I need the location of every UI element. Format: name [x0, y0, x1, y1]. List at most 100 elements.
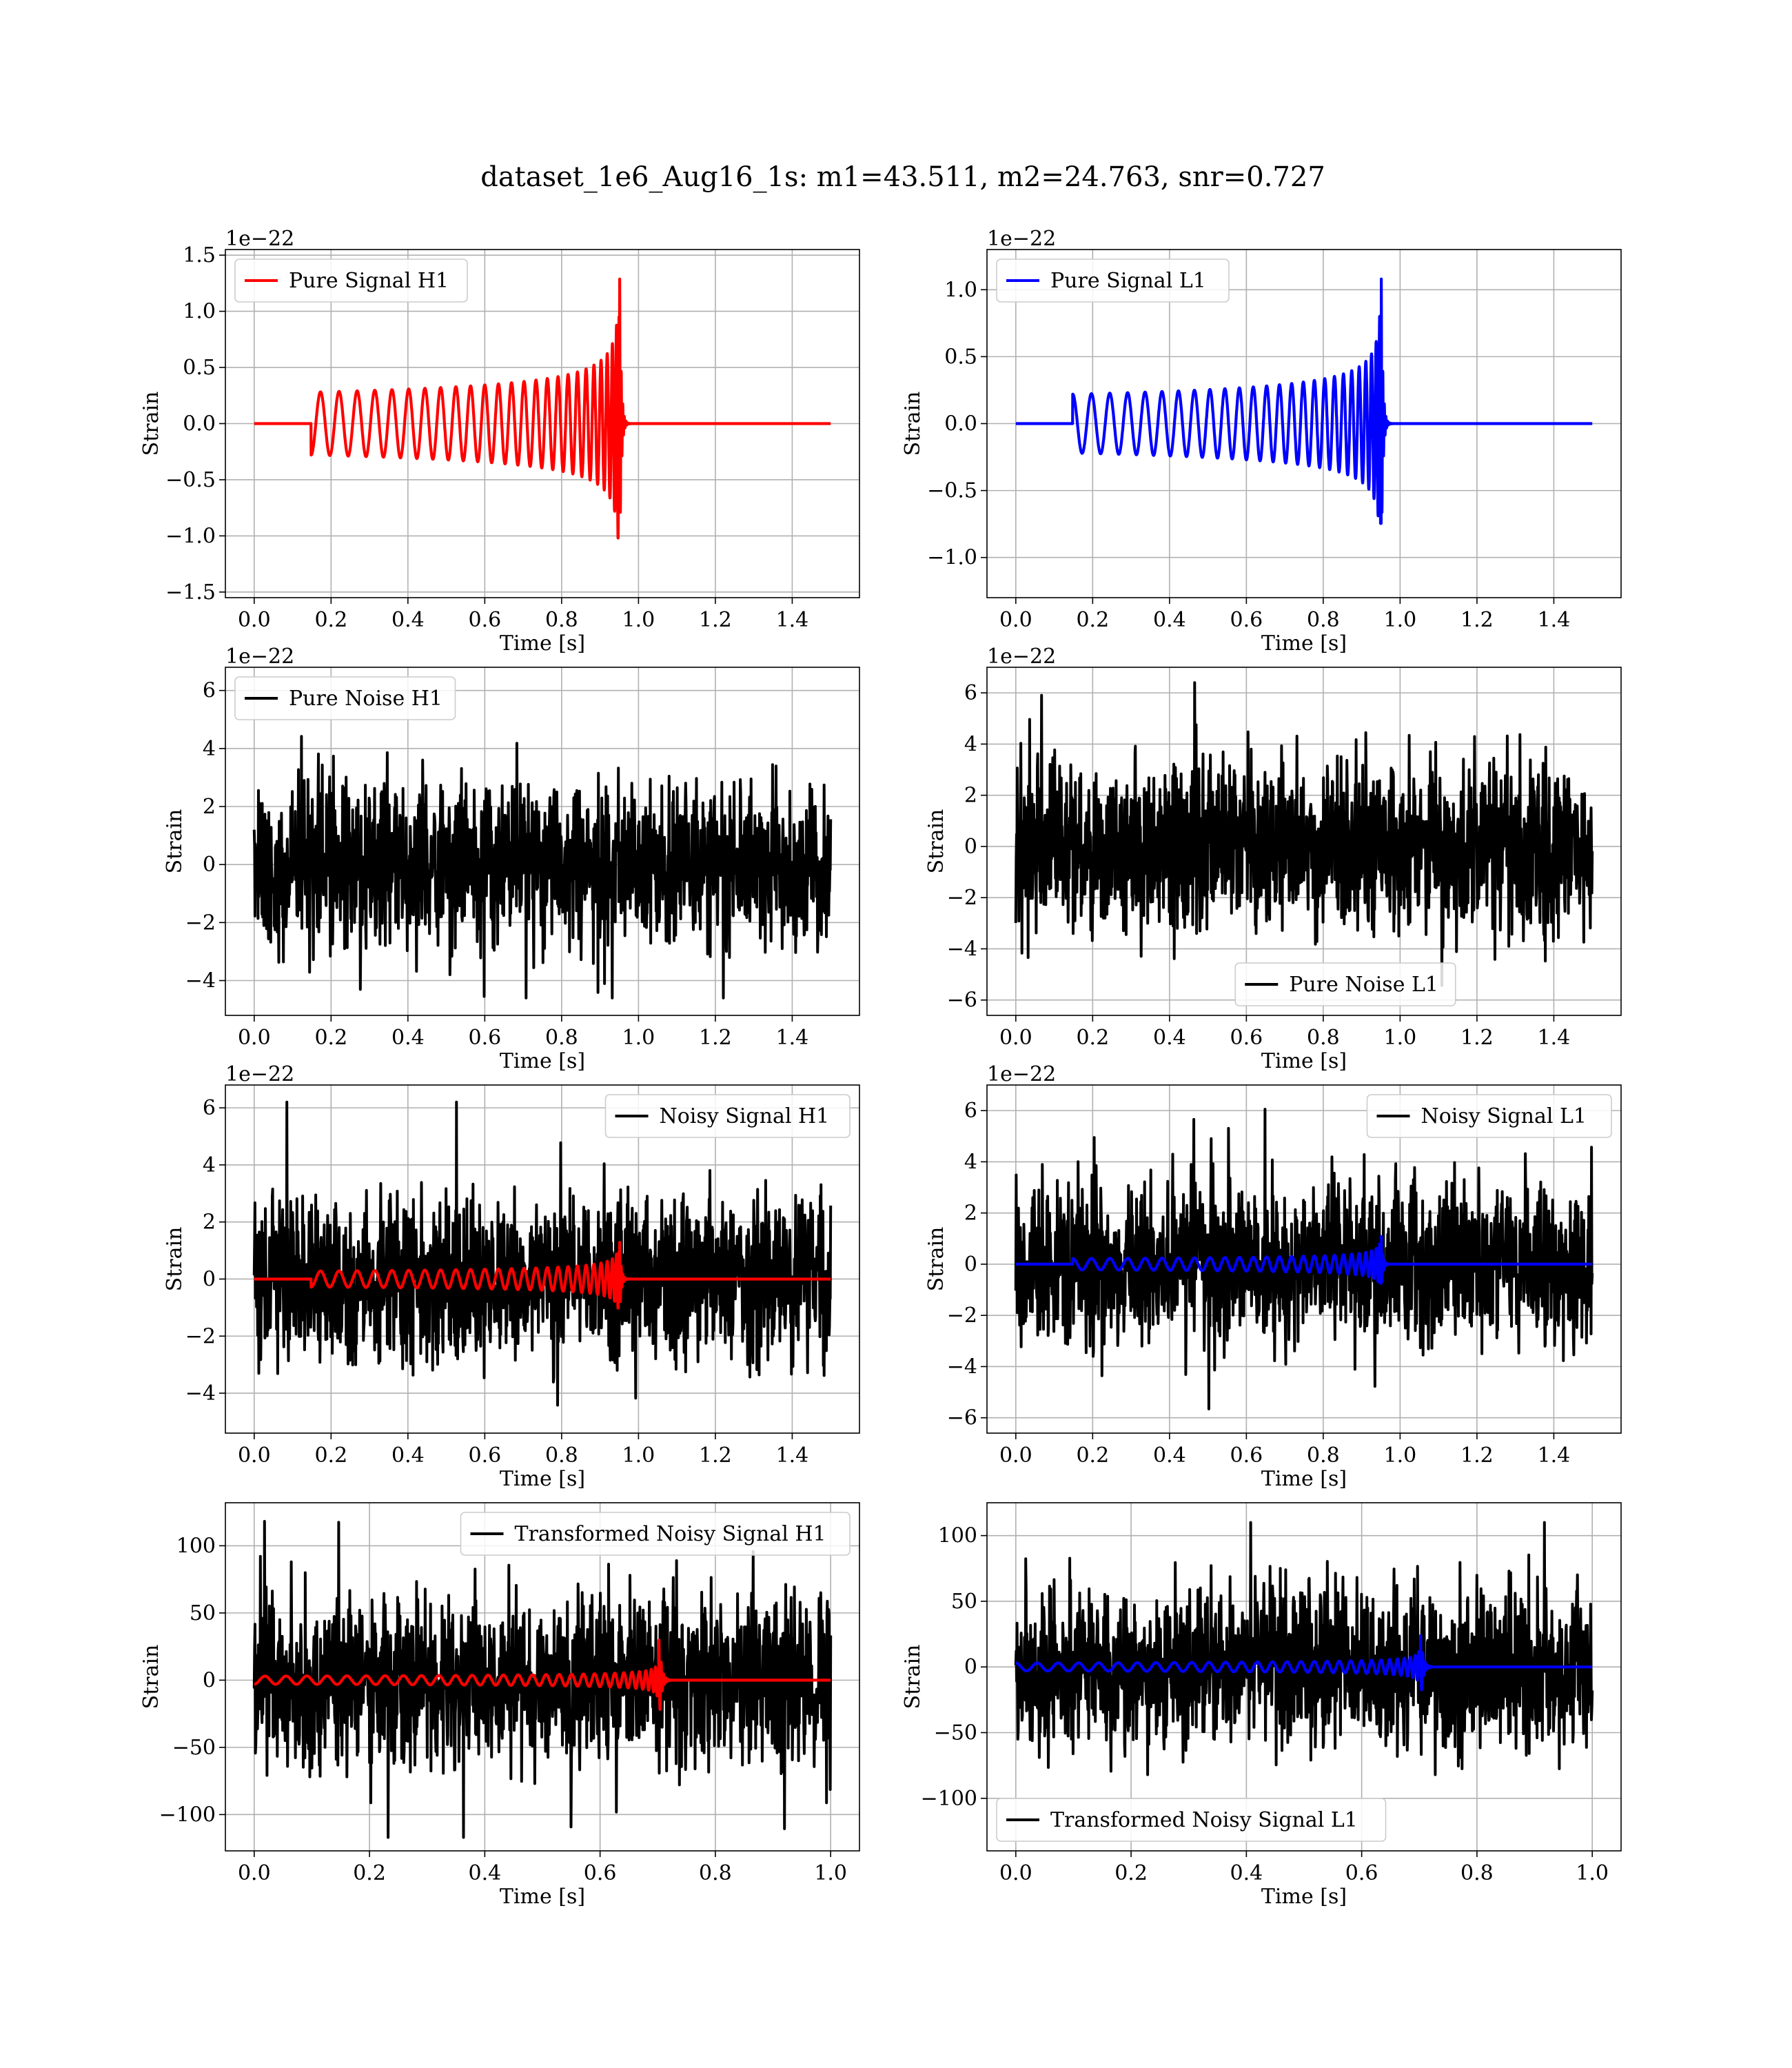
x-tick-label: 0.8 [1460, 1861, 1494, 1885]
legend-label: Transformed Noisy Signal L1 [1050, 1808, 1358, 1832]
legend-box [1366, 1094, 1612, 1138]
subplot-pure-noise-h1: 0.0 0.2 0.4 0.6 0.8 1.0 1.2 1.4 −4 −2 0 2 4 6 Time [s]… [163, 645, 860, 1073]
y-tick-label: −1.0 [165, 524, 216, 548]
y-tick-label: −4 [947, 937, 977, 961]
y-tick-label: 1.0 [944, 278, 977, 302]
series-group [252, 1100, 833, 1407]
y-tick-label: 4 [964, 732, 977, 756]
x-axis-label: Time [s] [500, 1049, 585, 1073]
y-axis-label: Strain [901, 1645, 925, 1710]
axes-frame [986, 667, 1622, 1016]
x-axis-label: Time [s] [500, 1467, 585, 1491]
transformed-noisy-signal-l1-line [1014, 1521, 1594, 1776]
legend-label: Transformed Noisy Signal H1 [515, 1522, 826, 1546]
series-group [1014, 277, 1594, 525]
series-group [252, 735, 833, 1000]
legend: Pure Signal H1 [234, 258, 468, 303]
x-tick-label: 1.4 [1538, 608, 1571, 632]
legend: Transformed Noisy Signal H1 [460, 1512, 851, 1556]
x-tick-label: 0.4 [1153, 1026, 1186, 1050]
x-tick-label: 1.0 [814, 1861, 847, 1885]
y-tick-label: −6 [947, 989, 977, 1013]
x-axis-label: Time [s] [1261, 1467, 1347, 1491]
x-tick-label: 0.8 [1307, 608, 1340, 632]
y-tick-label: 0.5 [183, 356, 216, 380]
y-tick-label: 0 [203, 1668, 216, 1692]
x-tick-label: 1.0 [1384, 608, 1417, 632]
legend: Pure Signal L1 [996, 258, 1230, 303]
x-tick-label: 0.8 [545, 608, 578, 632]
legend-box [234, 676, 456, 720]
pure-signal-l1-line [1014, 277, 1594, 525]
y-tick-label: −0.5 [165, 468, 216, 492]
y-tick-label: 50 [190, 1601, 216, 1625]
pure-noise-h1-line [252, 735, 833, 1000]
axes-frame [986, 1502, 1622, 1852]
y-tick-label: 1.0 [183, 300, 216, 324]
subplot-pure-noise-l1: 0.0 0.2 0.4 0.6 0.8 1.0 1.2 1.4 −6 −4 −2 0 2 4 6 Time [… [924, 645, 1622, 1073]
subplot-pure-signal-l1: 0.0 0.2 0.4 0.6 0.8 1.0 1.2 1.4 −1.0 −0.5 0.0 0.5 1.… [901, 227, 1622, 656]
axes-frame [225, 1502, 860, 1852]
x-axis-label: Time [s] [1261, 1049, 1347, 1073]
x-tick-label: 0.0 [238, 608, 271, 632]
y-tick-label: 50 [951, 1590, 977, 1614]
x-tick-label: 0.4 [1153, 608, 1186, 632]
signal-overlay-line [1015, 1634, 1594, 1692]
x-tick-label: 1.2 [1460, 1026, 1494, 1050]
axes-frame [225, 1084, 860, 1434]
y-tick-label: −100 [159, 1803, 216, 1827]
y-tick-label: 2 [203, 795, 216, 819]
y-tick-label: 2 [964, 1202, 977, 1226]
y-tick-label: 0 [203, 1267, 216, 1291]
transformed-noisy-signal-h1-line [252, 1520, 833, 1839]
y-tick-label: 1.5 [183, 243, 216, 267]
noisy-signal-h1-line [252, 1100, 833, 1407]
x-axis-label: Time [s] [500, 631, 585, 656]
subplot-grid: 0.0 0.2 0.4 0.6 0.8 1.0 1.2 1.4−1.5−1.0−0.50.00… [139, 227, 1622, 1909]
legend: Transformed Noisy Signal L1 [996, 1798, 1387, 1842]
axes-frame [225, 667, 860, 1016]
x-tick-label: 0.2 [314, 1443, 347, 1468]
legend-box [1234, 962, 1456, 1006]
signal-overlay-line [253, 1639, 832, 1711]
subplot-noisy-signal-l1: 0.0 0.2 0.4 0.6 0.8 1.0 1.2 1.4 −6 −4 −2 0 2 4 6 Time [… [924, 1062, 1622, 1491]
figure-title: dataset_1e6_Aug16_1s: m1=43.511, m2=24.7… [480, 161, 1325, 193]
legend-label: Noisy Signal L1 [1421, 1104, 1587, 1128]
x-tick-label: 0.6 [1345, 1861, 1378, 1885]
y-tick-label: −0.5 [927, 479, 977, 503]
x-tick-label: 0.6 [1230, 1443, 1263, 1468]
y-tick-label: 0 [964, 1655, 977, 1679]
axes-frame [986, 1084, 1622, 1434]
x-tick-label: 1.4 [776, 608, 809, 632]
x-tick-label: 0.6 [1230, 608, 1263, 632]
legend-box [996, 258, 1230, 303]
x-tick-label: 0.4 [1230, 1861, 1263, 1885]
y-tick-label: 2 [203, 1210, 216, 1235]
x-tick-label: 0.2 [314, 608, 347, 632]
x-tick-label: 0.8 [699, 1861, 732, 1885]
x-tick-label: 1.2 [1460, 1443, 1494, 1468]
x-tick-label: 1.0 [622, 1443, 655, 1468]
x-tick-label: 1.0 [1384, 1443, 1417, 1468]
y-tick-label: 0 [964, 835, 977, 859]
x-tick-label: 0.0 [999, 1443, 1032, 1468]
x-tick-label: 0.8 [545, 1443, 578, 1468]
x-tick-label: 0.0 [238, 1861, 271, 1885]
subplot-transformed-noisy-signal-h1: 0.0 0.2 0.4 0.6 0.8 1.0 −100 −50 0 50 100 Time [s] S… [139, 1502, 860, 1909]
x-tick-label: 0.6 [469, 1026, 502, 1050]
x-tick-label: 0.2 [1076, 1443, 1109, 1468]
subplot-transformed-noisy-signal-l1: 0.0 0.2 0.4 0.6 0.8 1.0 −100 −50 0 50 100 Time [s] S… [901, 1502, 1622, 1909]
y-tick-label: 0 [964, 1253, 977, 1277]
legend-label: Pure Signal H1 [289, 269, 449, 293]
y-tick-label: 6 [203, 679, 216, 703]
y-tick-label: −4 [947, 1355, 977, 1379]
x-tick-label: 0.6 [584, 1861, 617, 1885]
y-tick-label: 0 [203, 853, 216, 877]
x-tick-label: 0.4 [1153, 1443, 1186, 1468]
x-tick-label: 1.2 [699, 1026, 732, 1050]
x-tick-label: 0.0 [999, 608, 1032, 632]
y-tick-label: −4 [185, 1381, 216, 1406]
x-tick-label: 0.0 [238, 1026, 271, 1050]
x-tick-label: 1.0 [622, 608, 655, 632]
